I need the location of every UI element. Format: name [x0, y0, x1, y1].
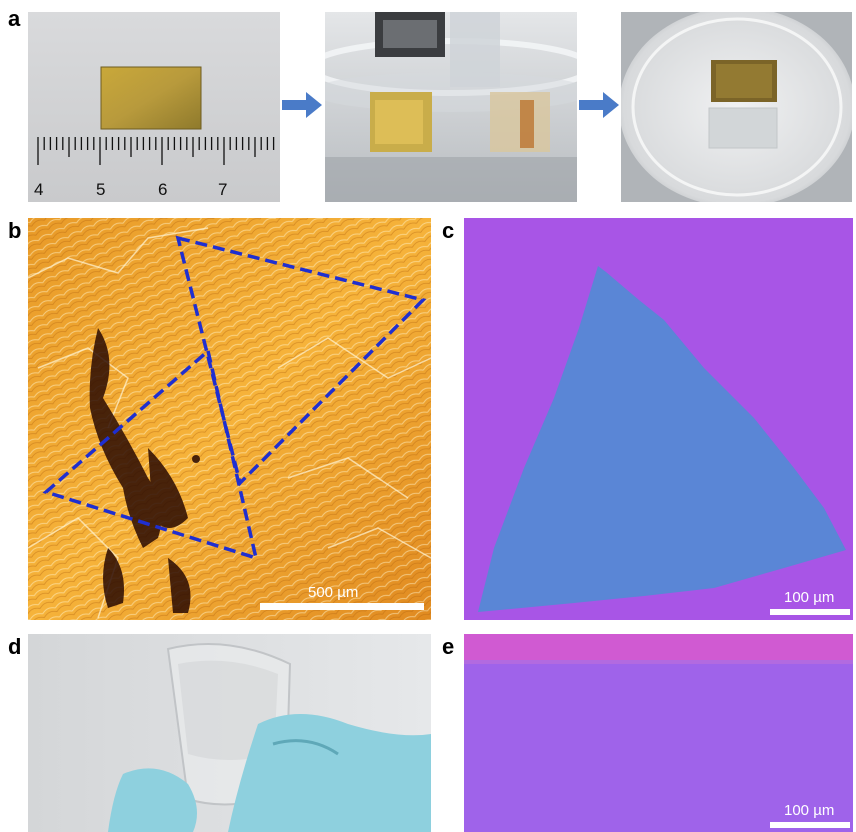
ruler-tick-label: 6	[158, 180, 167, 199]
panel-label-b: b	[8, 218, 22, 243]
photo-flexible-film	[28, 634, 431, 832]
photo-sample-on-ruler: 4 5 6 7	[28, 12, 280, 202]
right-arrow-icon	[579, 92, 619, 118]
panel-label-d: d	[8, 634, 22, 659]
photo-petri-dish	[621, 12, 852, 202]
scale-bar-label: 500 µm	[308, 584, 358, 601]
optical-image-film-edge: 100 µm	[464, 634, 853, 832]
dark-wrinkles	[89, 328, 200, 613]
graphene-flake	[478, 266, 846, 612]
photo-transfer-bath	[325, 12, 577, 202]
scale-bar	[770, 822, 850, 828]
panel-label-e: e	[442, 634, 455, 659]
scale-bar	[260, 603, 424, 610]
foil-sample	[100, 66, 202, 130]
micrograph-copper-foil: 500 µm	[28, 218, 431, 620]
ruler-tick-label: 4	[34, 180, 43, 199]
triangle-outline	[42, 235, 427, 561]
right-arrow-icon	[282, 92, 322, 118]
panel-label-c: c	[442, 218, 455, 243]
scale-bar-label: 100 µm	[784, 589, 834, 606]
scale-bar	[770, 609, 850, 615]
optical-image-triangle-flake: 100 µm	[464, 218, 853, 620]
ruler-tick-label: 7	[218, 180, 227, 199]
ruler-tick-label: 5	[96, 180, 105, 199]
bare-substrate-strip	[464, 634, 853, 660]
film-in-dish	[708, 107, 778, 149]
panel-label-a: a	[8, 6, 21, 31]
ruler	[37, 137, 275, 165]
scale-bar-label: 100 µm	[784, 802, 834, 819]
